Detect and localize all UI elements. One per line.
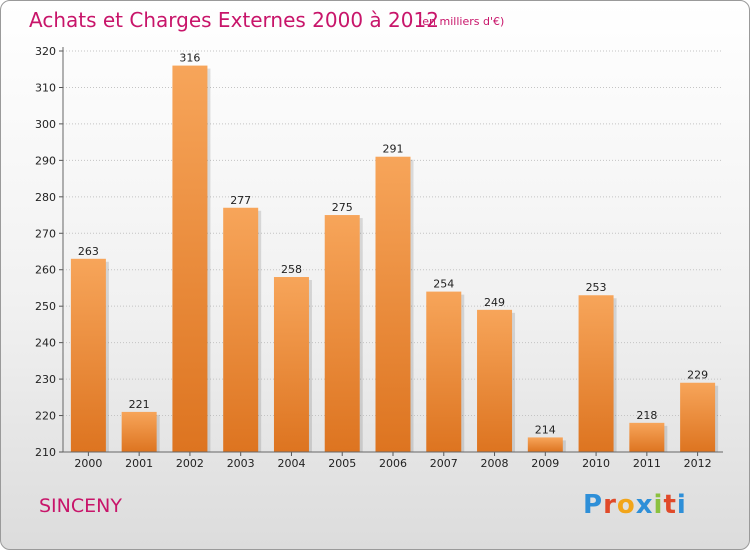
x-axis-ticks: 2000 2001 2002 2003 2004 2005 2006 2007 2008 2009…	[74, 452, 712, 470]
proxiti-logo: Proxiti	[583, 490, 687, 520]
bar-2006	[375, 156, 411, 452]
logo-letter: r	[603, 490, 617, 520]
logo-letter: i	[676, 490, 687, 520]
bar-2008	[477, 309, 513, 452]
bar-value-label: 258	[281, 263, 302, 276]
bar-value-label: 253	[586, 281, 607, 294]
bar-2012	[680, 382, 716, 452]
chart-subtitle: (en milliers d'€)	[418, 15, 505, 28]
bar-value-label: 229	[687, 369, 708, 382]
bar-2000	[70, 258, 106, 452]
y-tick-label: 320	[35, 45, 56, 58]
bar-value-label: 254	[433, 278, 454, 291]
bar-value-label: 275	[332, 201, 353, 214]
bar-2009	[527, 437, 563, 452]
bars: 263 221 316 277 258 275 291 254 249 214 253 218 229	[70, 52, 719, 452]
x-tick-label: 2007	[430, 457, 458, 470]
x-tick-label: 2012	[684, 457, 712, 470]
x-tick-label: 2006	[379, 457, 407, 470]
x-tick-label: 2001	[125, 457, 153, 470]
bar-value-label: 214	[535, 423, 556, 436]
bar-2010	[578, 295, 614, 452]
y-axis-ticks: 210 220 230 240 250 260 270 280 290 300 310 320	[35, 45, 63, 459]
bar-value-label: 316	[179, 52, 200, 65]
x-tick-label: 2002	[176, 457, 204, 470]
bar-value-label: 263	[78, 245, 99, 258]
commune-name: SINCENY	[39, 495, 122, 517]
bar-2002	[172, 65, 208, 452]
bar-value-label: 221	[129, 398, 150, 411]
chart-title: Achats et Charges Externes 2000 à 2012	[29, 8, 439, 32]
y-tick-label: 230	[35, 373, 56, 386]
bar-2003	[223, 207, 259, 452]
y-tick-label: 250	[35, 300, 56, 313]
bar-2004	[273, 277, 309, 452]
bar-2005	[324, 215, 360, 452]
logo-letter: P	[583, 490, 604, 520]
x-tick-label: 2010	[582, 457, 610, 470]
x-tick-label: 2000	[74, 457, 102, 470]
x-tick-label: 2004	[277, 457, 305, 470]
y-tick-label: 240	[35, 337, 56, 350]
axes	[62, 47, 723, 453]
logo-letter: i	[653, 490, 664, 520]
logo-letter: o	[616, 490, 636, 520]
x-tick-label: 2003	[227, 457, 255, 470]
y-tick-label: 220	[35, 410, 56, 423]
x-tick-label: 2011	[633, 457, 661, 470]
bar-value-label: 277	[230, 194, 251, 207]
y-tick-label: 210	[35, 446, 56, 459]
x-tick-label: 2009	[531, 457, 559, 470]
y-tick-label: 270	[35, 227, 56, 240]
bar-2001	[121, 411, 157, 452]
y-tick-label: 280	[35, 191, 56, 204]
x-tick-label: 2008	[481, 457, 509, 470]
y-tick-label: 300	[35, 118, 56, 131]
bar-2007	[426, 291, 462, 452]
x-tick-label: 2005	[328, 457, 356, 470]
bar-value-label: 291	[383, 143, 404, 156]
logo-letter: t	[663, 490, 677, 520]
y-tick-label: 310	[35, 81, 56, 94]
bar-value-label: 249	[484, 296, 505, 309]
y-tick-label: 290	[35, 154, 56, 167]
logo-letter: x	[635, 490, 654, 520]
bar-2011	[629, 422, 665, 452]
bar-value-label: 218	[636, 409, 657, 422]
y-tick-label: 260	[35, 264, 56, 277]
